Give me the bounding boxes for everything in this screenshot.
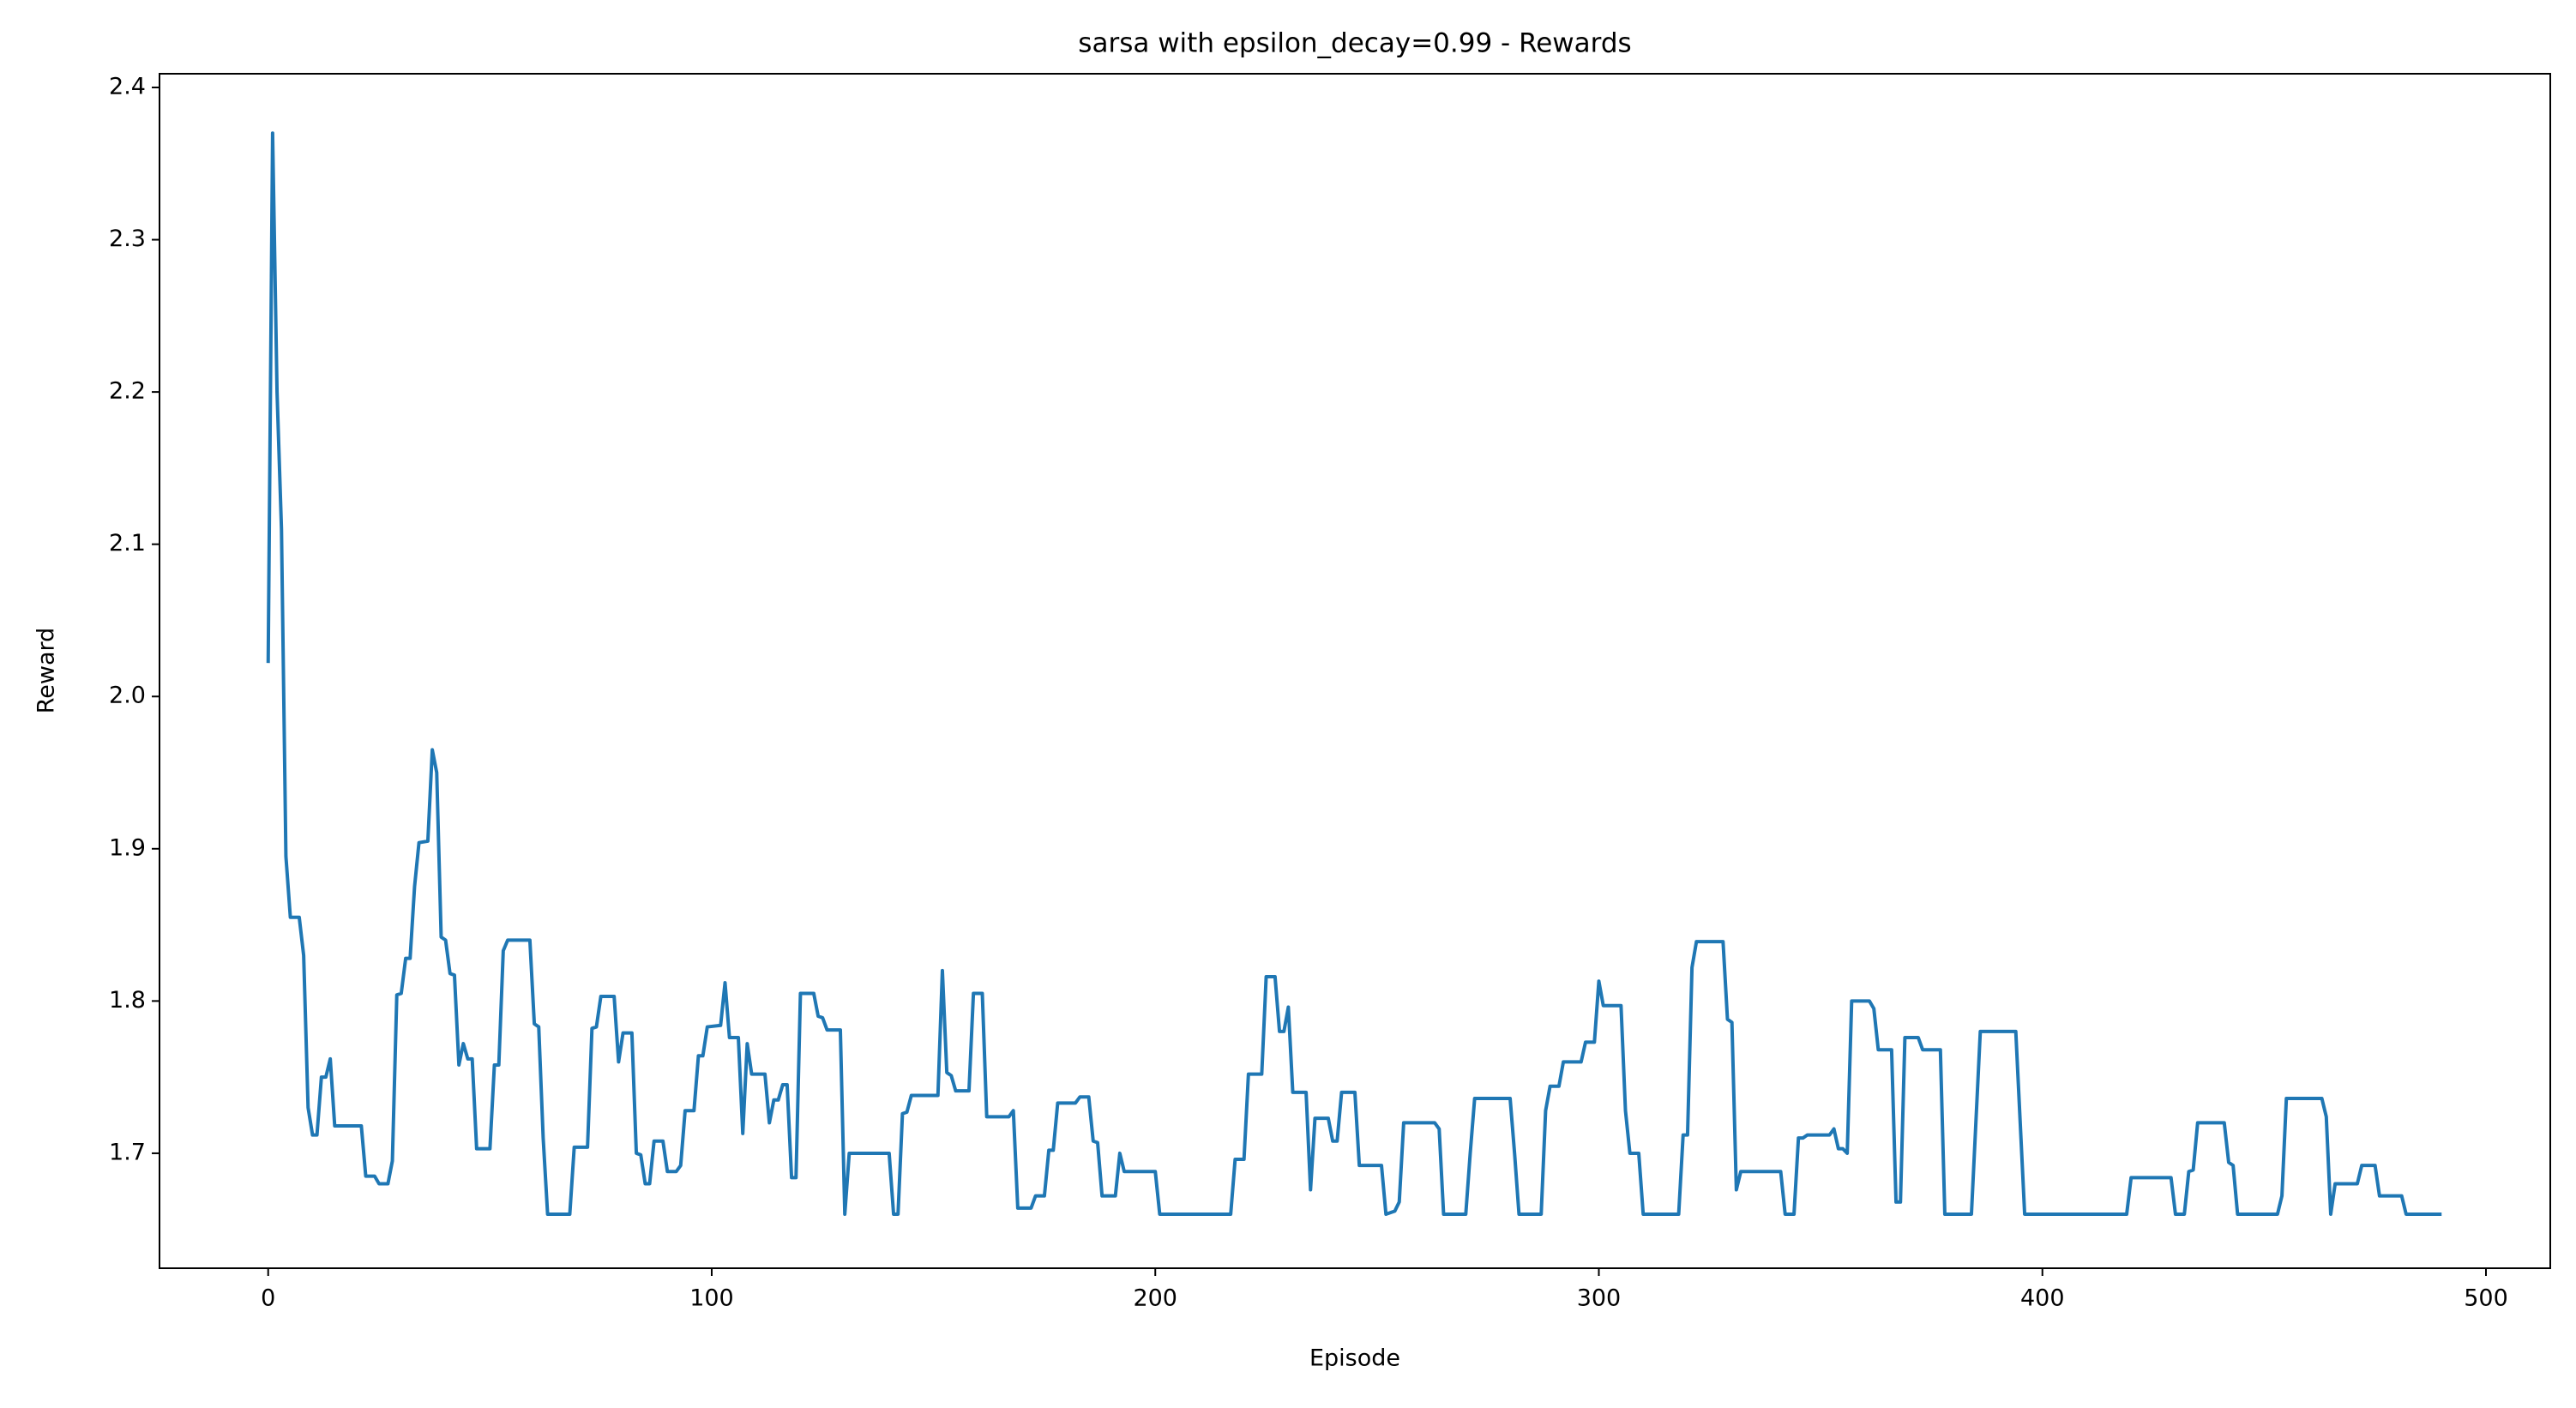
x-tick-label: 0 [261,1285,275,1312]
y-tick-label: 2.4 [109,73,146,99]
x-tick-label: 500 [2464,1285,2508,1312]
y-tick-label: 2.3 [109,226,146,252]
x-tick-label: 400 [2020,1285,2065,1312]
y-tick-label: 2.1 [109,530,146,557]
y-tick-label: 1.7 [109,1139,146,1165]
x-axis-label: Episode [1309,1345,1400,1372]
chart-title: sarsa with epsilon_decay=0.99 - Rewards [1078,28,1631,59]
data-line [266,131,2442,1216]
plot-frame [159,73,2551,1269]
x-tick-label: 200 [1133,1285,1177,1312]
y-tick-label: 2.2 [109,378,146,405]
x-tick-label: 300 [1577,1285,1622,1312]
y-tick-label: 1.9 [109,834,146,861]
y-axis-label: Reward [33,628,60,714]
x-tick-label: 100 [689,1285,734,1312]
y-tick-label: 1.8 [109,987,146,1014]
y-tick-label: 2.0 [109,683,146,709]
